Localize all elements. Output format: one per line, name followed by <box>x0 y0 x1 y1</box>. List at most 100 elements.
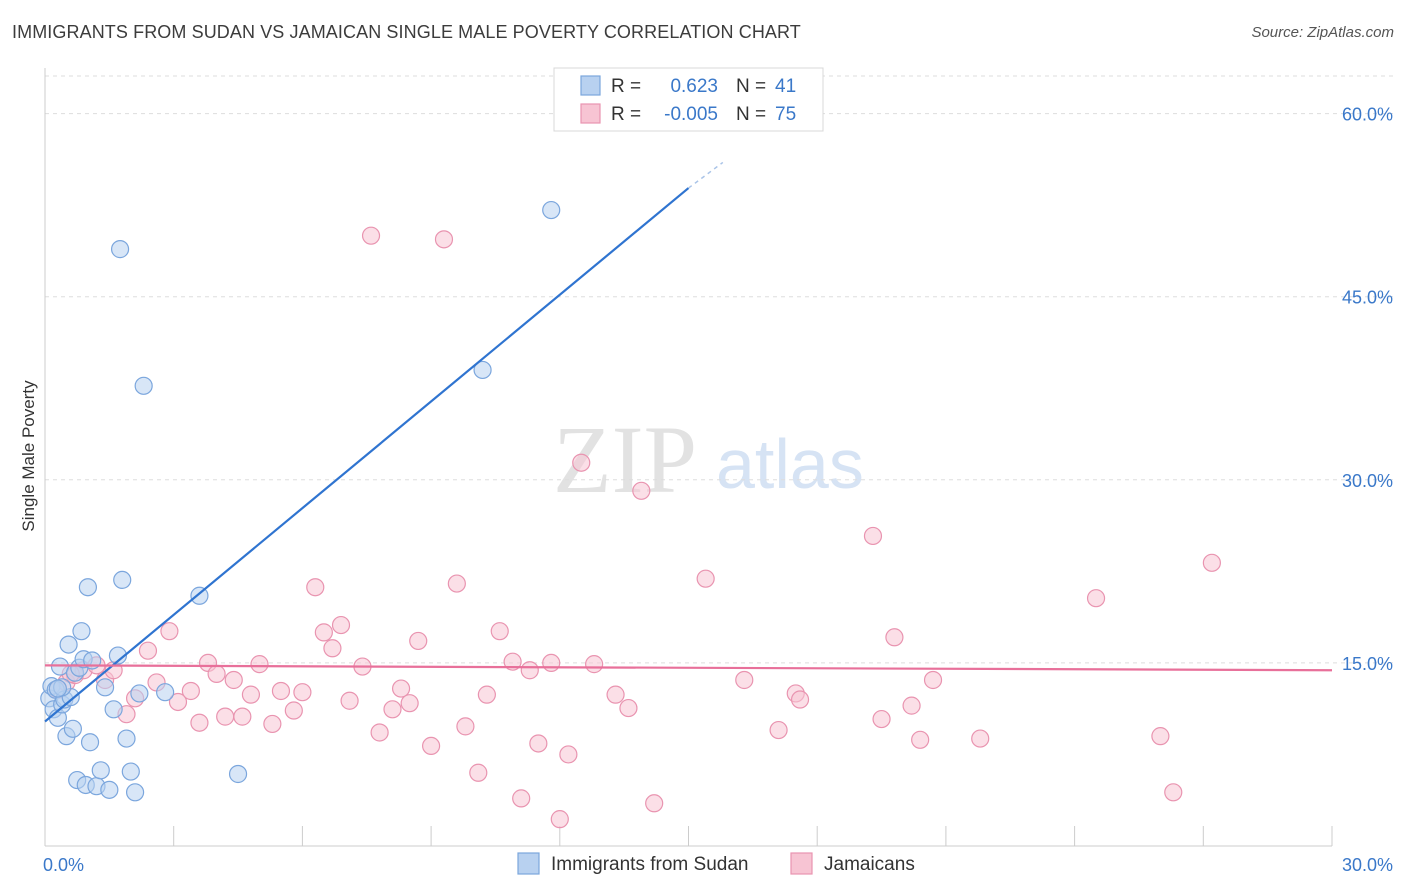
y-tick-label: 15.0% <box>1342 654 1393 674</box>
jamaica-point <box>456 717 475 736</box>
jamaica-point <box>490 622 509 641</box>
y-tick-label: 60.0% <box>1342 105 1393 125</box>
jamaica-point <box>902 696 921 715</box>
jamaica-point <box>512 789 531 808</box>
legend-label-sudan: Immigrants from Sudan <box>551 854 748 875</box>
x-axis-ticks <box>173 826 1333 846</box>
jamaica-point <box>559 745 578 764</box>
sudan-point <box>78 578 98 597</box>
jamaica-point <box>409 631 428 651</box>
watermark-atlas: atlas <box>716 425 864 503</box>
jamaica-point <box>241 685 261 704</box>
stats-n-value-sudan: 41 <box>775 76 796 97</box>
legend-label-jamaica: Jamaicans <box>824 854 915 875</box>
jamaica-point <box>911 730 930 749</box>
stats-n-label-sudan: N = <box>736 76 766 97</box>
sudan-point <box>95 678 115 697</box>
sudan-point <box>108 646 128 665</box>
watermark: ZIP atlas <box>553 406 864 513</box>
series-sudan <box>40 200 561 802</box>
sudan-point <box>473 360 492 380</box>
sudan-point <box>542 200 561 220</box>
sudan-point <box>48 679 67 698</box>
jamaica-point <box>520 661 539 680</box>
jamaica-point <box>263 714 282 734</box>
jamaica-point <box>400 694 419 713</box>
sudan-point <box>100 780 119 799</box>
sudan-point <box>113 570 132 590</box>
jamaica-point <box>271 681 291 701</box>
legend-swatch-sudan <box>517 852 540 875</box>
jamaica-point <box>529 734 548 753</box>
jamaica-point <box>168 692 188 712</box>
jamaica-point <box>216 707 235 726</box>
stats-r-label-jamaica: R = <box>611 104 641 125</box>
stats-n-label-jamaica: N = <box>736 104 766 125</box>
sudan-trend-line <box>44 187 690 723</box>
jamaica-point <box>469 763 488 782</box>
sudan-point <box>80 733 100 752</box>
sudan-point <box>63 719 82 738</box>
jamaica-point <box>542 653 561 673</box>
jamaica-point <box>1151 727 1170 746</box>
jamaica-point <box>306 578 325 597</box>
jamaica-point <box>585 655 604 674</box>
jamaica-point <box>696 569 715 588</box>
jamaica-point <box>863 526 883 546</box>
jamaica-point <box>872 709 891 729</box>
trend-lines <box>44 161 1333 723</box>
jamaica-point <box>224 670 243 690</box>
jamaica-point <box>790 690 810 709</box>
sudan-swatch <box>580 75 601 96</box>
jamaica-point <box>503 652 522 671</box>
jamaica-point <box>383 700 402 719</box>
jamaica-point <box>971 729 990 748</box>
y-tick-labels: 15.0% 30.0% 45.0% 60.0% <box>1342 105 1393 674</box>
jamaica-point <box>250 655 269 674</box>
sudan-point <box>104 700 123 719</box>
sudan-point <box>59 635 78 654</box>
jamaica-point <box>340 691 359 710</box>
gridlines <box>45 75 1393 664</box>
jamaica-point <box>434 230 454 249</box>
jamaica-point <box>284 701 303 720</box>
stats-legend: R = 0.623 N = 41 R = -0.005 N = 75 <box>553 67 824 132</box>
jamaica-point <box>370 723 389 742</box>
jamaica-point <box>207 664 226 683</box>
stats-n-value-jamaica: 75 <box>775 104 796 125</box>
x-tick-label-min: 0.0% <box>43 855 84 875</box>
sudan-point <box>91 761 110 780</box>
jamaica-point <box>885 628 904 647</box>
jamaica-point <box>331 615 351 635</box>
sudan-point <box>125 783 145 802</box>
sudan-trend-extension <box>688 161 724 189</box>
sudan-point <box>72 622 91 641</box>
sudan-point <box>130 684 149 703</box>
jamaica-point <box>645 794 664 813</box>
sudan-point <box>121 762 140 781</box>
jamaica-point <box>619 698 638 718</box>
sudan-point <box>117 729 136 748</box>
y-axis-title: Single Male Poverty <box>19 380 38 532</box>
jamaica-point <box>391 679 411 698</box>
jamaica-point <box>293 683 312 702</box>
chart-title: IMMIGRANTS FROM SUDAN VS JAMAICAN SINGLE… <box>12 22 801 42</box>
source-credit: Source: ZipAtlas.com <box>1251 24 1394 41</box>
stats-r-value-sudan: 0.623 <box>670 76 718 97</box>
jamaica-point <box>138 641 158 660</box>
y-tick-label: 30.0% <box>1342 471 1393 491</box>
x-tick-label-max: 30.0% <box>1342 855 1393 875</box>
y-tick-label: 45.0% <box>1342 288 1393 308</box>
stats-r-value-jamaica: -0.005 <box>664 104 718 125</box>
jamaica-point <box>233 707 252 726</box>
jamaica-point <box>190 713 209 732</box>
sudan-point <box>134 376 153 395</box>
stats-r-label-sudan: R = <box>611 76 641 97</box>
sudan-point <box>156 683 175 702</box>
jamaica-point <box>314 623 333 642</box>
jamaica-point <box>1086 589 1106 608</box>
jamaica-point <box>1202 553 1221 572</box>
sudan-point <box>110 240 130 259</box>
jamaica-point <box>735 670 754 690</box>
